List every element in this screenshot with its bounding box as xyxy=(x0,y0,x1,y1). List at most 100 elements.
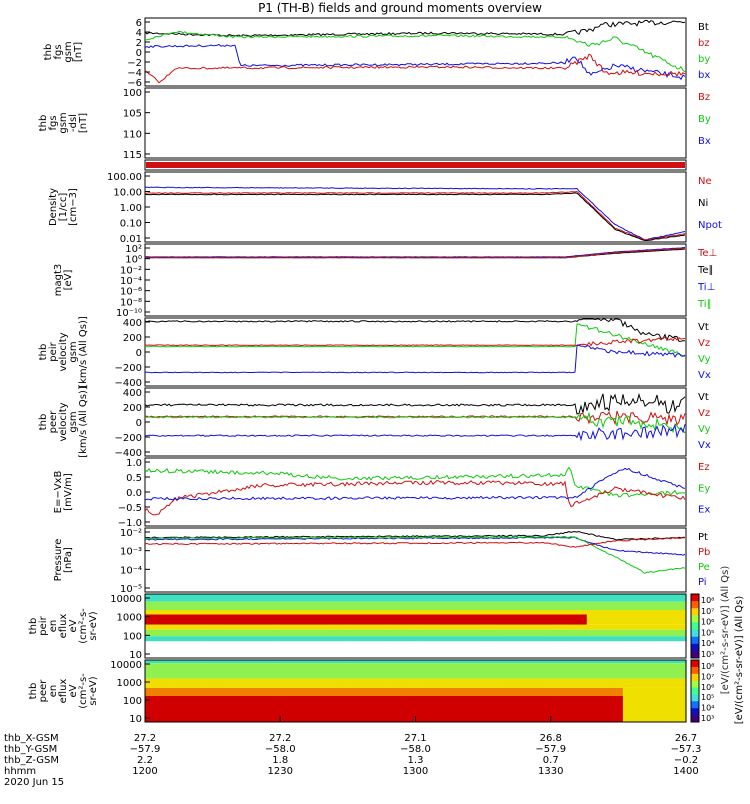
series-red xyxy=(144,410,686,426)
y-tick-label: 10⁻⁸ xyxy=(120,297,142,308)
spectrogram-cell xyxy=(379,641,389,658)
spectrogram-cell xyxy=(595,663,606,679)
spectrogram-cell xyxy=(559,660,570,664)
spectrogram-cell xyxy=(649,601,660,610)
y-axis-label: magt3 xyxy=(53,264,64,297)
spectrogram-cell xyxy=(523,660,534,664)
spectrogram-cell xyxy=(631,601,642,610)
spectrogram-cell xyxy=(523,696,534,722)
spectrogram-cell xyxy=(677,678,687,688)
spectrogram-cell xyxy=(622,601,633,610)
spectrogram-cell xyxy=(523,663,534,679)
spectrogram-cell xyxy=(442,624,453,630)
spectrogram-cell xyxy=(217,629,227,637)
spectrogram-cell xyxy=(253,601,263,610)
colorbar-swatch xyxy=(691,694,699,702)
spectrogram-cell xyxy=(316,601,326,610)
spectrogram-cell xyxy=(577,614,588,625)
spectrogram-cell xyxy=(316,594,326,602)
spectrogram-cell xyxy=(370,594,380,602)
y-tick-label: 10⁻² xyxy=(120,528,142,539)
spectrogram-cell xyxy=(343,629,353,637)
spectrogram-cell xyxy=(235,624,245,630)
spectrogram-cell xyxy=(370,636,380,642)
spectrogram-cell xyxy=(532,678,543,688)
spectrogram-cell xyxy=(677,641,687,658)
spectrogram-cell xyxy=(307,636,317,642)
panel-frame xyxy=(144,457,687,527)
spectrogram-cell xyxy=(595,594,606,602)
spectrogram-cell xyxy=(406,696,417,722)
spectrogram-cell xyxy=(334,594,344,602)
spectrogram-cell xyxy=(379,629,389,637)
spectrogram-cell xyxy=(325,641,335,658)
spectrogram-cell xyxy=(154,629,164,637)
spectrogram-cell xyxy=(388,624,399,630)
spectrogram-cell xyxy=(253,696,263,722)
spectrogram-cell xyxy=(433,601,444,610)
spectrogram-cell xyxy=(550,663,561,679)
spectrogram-cell xyxy=(298,696,308,722)
y-axis-label: [mV/m] xyxy=(63,473,74,511)
spectrogram-cell xyxy=(433,663,444,679)
spectrogram-cell xyxy=(244,663,254,679)
spectrogram-cell xyxy=(442,594,453,602)
spectrogram-cell xyxy=(163,660,173,664)
spectrogram-cell xyxy=(649,610,660,615)
spectrogram-cell xyxy=(307,696,317,722)
spectrogram-cell xyxy=(541,624,552,630)
spectrogram-cell xyxy=(478,601,489,610)
spectrogram-cell xyxy=(451,624,462,630)
spectrogram-cell xyxy=(541,629,552,637)
spectrogram-cell xyxy=(469,610,480,615)
spectrogram-cell xyxy=(334,614,344,625)
spectrogram-cell xyxy=(145,687,155,696)
spectrogram-cell xyxy=(532,610,543,615)
spectrogram-cell xyxy=(397,601,408,610)
spectrogram-cell xyxy=(325,687,335,696)
spectrogram-cell xyxy=(577,594,588,602)
spectrogram-cell xyxy=(244,678,254,688)
colorbar-frame xyxy=(690,659,700,723)
spectrogram-cell xyxy=(262,614,272,625)
y-axis-label: fgs xyxy=(48,115,59,130)
spectrogram-cell xyxy=(199,636,209,642)
spectrogram-cell xyxy=(631,696,642,722)
legend-entry: Npot xyxy=(698,220,722,231)
spectrogram-cell xyxy=(469,601,480,610)
spectrogram-cell xyxy=(325,636,335,642)
spectrogram-cell xyxy=(451,614,462,625)
spectrogram-cell xyxy=(586,687,597,696)
spectrogram-cell xyxy=(388,601,399,610)
spectrogram-cell xyxy=(415,663,426,679)
spectrogram-cell xyxy=(442,641,453,658)
spectrogram-cell xyxy=(181,641,191,658)
spectrogram-cell xyxy=(559,636,570,642)
spectrogram-cell xyxy=(622,678,633,688)
panel-peer_vel: 400 200 0 −200 −400 thb peer velocity gsm [km/s (… xyxy=(38,386,711,459)
strip-bar xyxy=(146,162,685,168)
spectrogram-cell xyxy=(145,696,155,722)
spectrogram-cell xyxy=(145,629,155,637)
spectrogram-cell xyxy=(415,641,426,658)
spectrogram-cell xyxy=(235,614,245,625)
spectrogram-cell xyxy=(226,614,236,625)
colorbar-swatch xyxy=(691,673,699,682)
spectrogram-cell xyxy=(235,663,245,679)
spectrogram-cell xyxy=(316,678,326,688)
spectrogram-cell xyxy=(604,614,615,625)
y-axis-label: peer xyxy=(38,679,49,703)
spectrogram-cell xyxy=(559,641,570,658)
spectrogram-cell xyxy=(415,614,426,625)
spectrogram-cell xyxy=(298,629,308,637)
spectrogram-cell xyxy=(532,687,543,696)
spectrogram-cell xyxy=(541,641,552,658)
footer-value: −58.0 xyxy=(265,744,296,755)
spectrogram-cell xyxy=(460,660,471,664)
spectrogram-cell xyxy=(226,687,236,696)
series-red xyxy=(144,53,686,84)
y-tick-label: 0.10 xyxy=(120,219,142,230)
spectrogram-cell xyxy=(433,629,444,637)
spectrogram-cell xyxy=(595,687,606,696)
spectrogram-cell xyxy=(352,660,362,664)
